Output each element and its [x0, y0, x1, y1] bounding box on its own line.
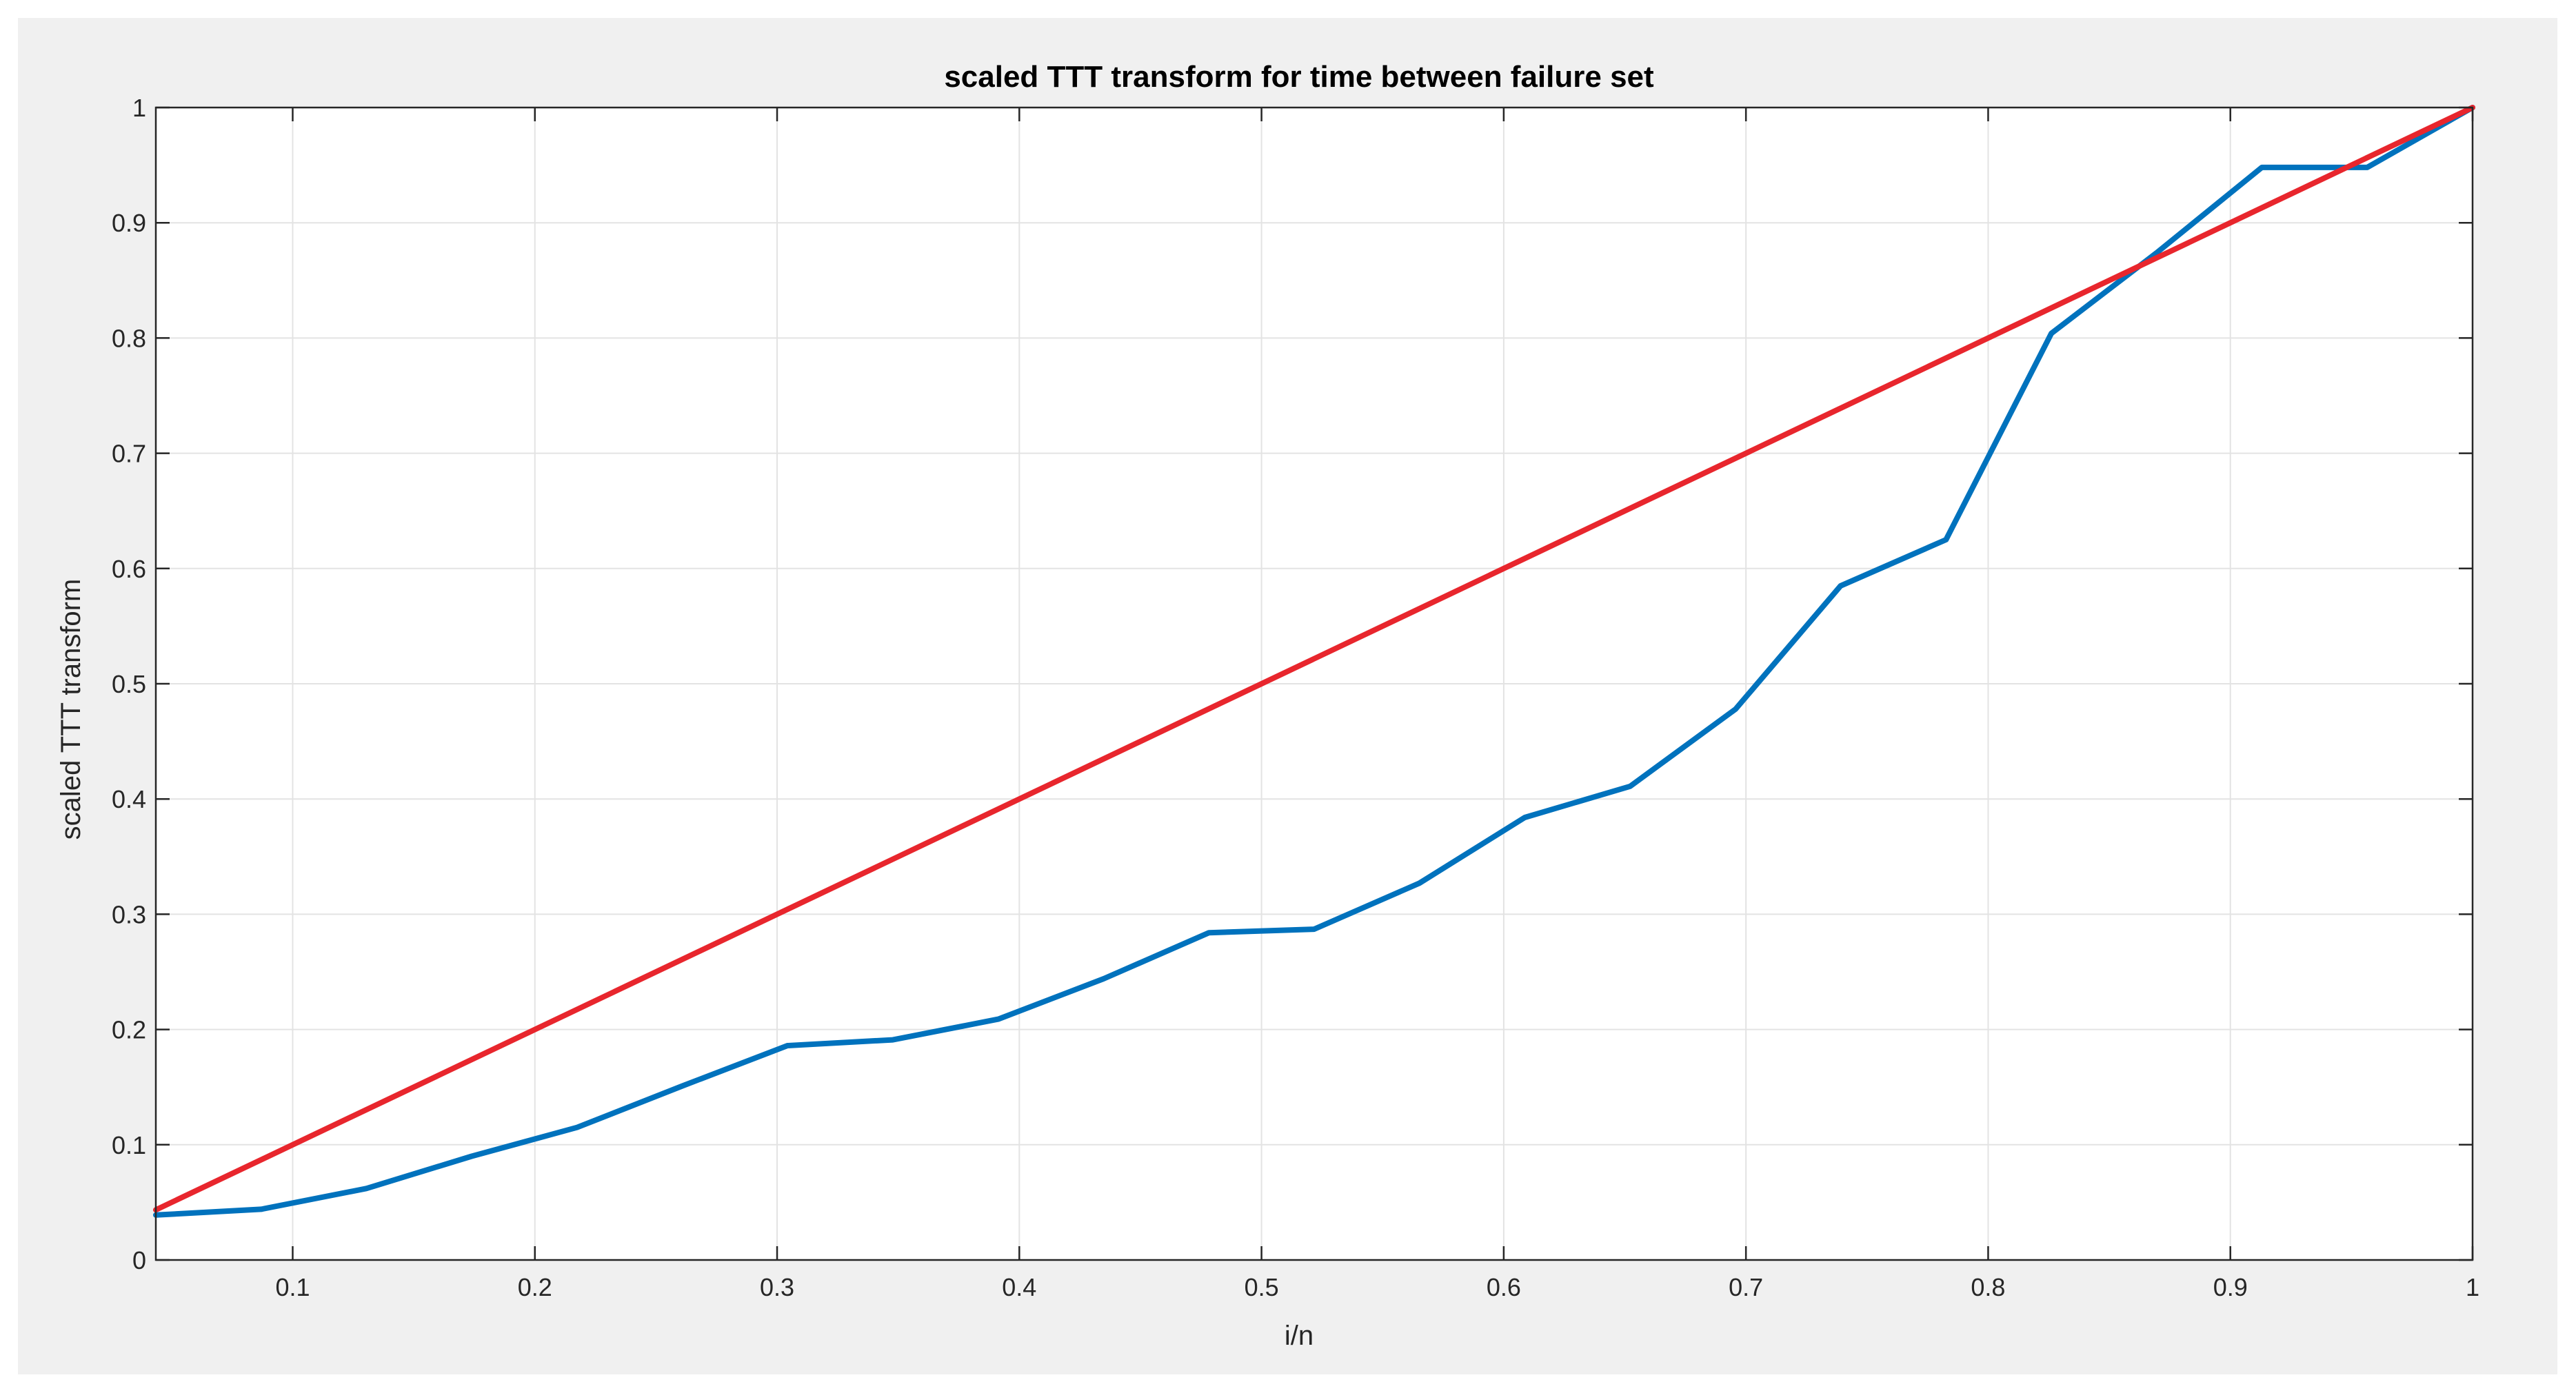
y-tick-label: 0.6 [112, 555, 146, 583]
x-tick-label: 1 [2466, 1273, 2479, 1301]
x-tick-label: 0.7 [1729, 1273, 1763, 1301]
y-tick-label: 0.9 [112, 209, 146, 237]
chart: scaled TTT transform for time between fa… [56, 60, 2479, 1351]
ticks: 0.1 0.2 0.3 0.4 0.5 0.6 0.7 0.8 0.9 1 0 0.1 0.2 0.3 0.… [112, 94, 2479, 1301]
x-axis-label: i/n [1285, 1321, 1314, 1351]
y-tick-label: 1 [132, 94, 146, 122]
y-tick-label: 0.8 [112, 324, 146, 352]
y-tick-label: 0.5 [112, 670, 146, 698]
x-tick-label: 0.2 [518, 1273, 552, 1301]
y-tick-label: 0.3 [112, 900, 146, 928]
x-tick-label: 0.9 [2213, 1273, 2248, 1301]
chart-title: scaled TTT transform for time between fa… [944, 60, 1654, 94]
y-axis-label: scaled TTT transform [56, 579, 86, 840]
x-tick-label: 0.6 [1487, 1273, 1521, 1301]
x-tick-label: 0.5 [1245, 1273, 1279, 1301]
figure-window: scaled TTT transform for time between fa… [18, 18, 2557, 1374]
series-line-2 [153, 105, 2475, 1213]
y-tick-label: 0.4 [112, 785, 146, 813]
y-tick-label: 0.7 [112, 440, 146, 468]
y-tick-label: 0.2 [112, 1016, 146, 1044]
x-tick-label: 0.8 [1971, 1273, 2005, 1301]
x-tick-label: 0.4 [1002, 1273, 1036, 1301]
y-tick-label: 0 [132, 1246, 146, 1274]
x-tick-label: 0.1 [275, 1273, 310, 1301]
series-lines [153, 105, 2475, 1218]
y-tick-label: 0.1 [112, 1131, 146, 1159]
x-tick-label: 0.3 [760, 1273, 794, 1301]
series-line-1 [153, 105, 2475, 1218]
